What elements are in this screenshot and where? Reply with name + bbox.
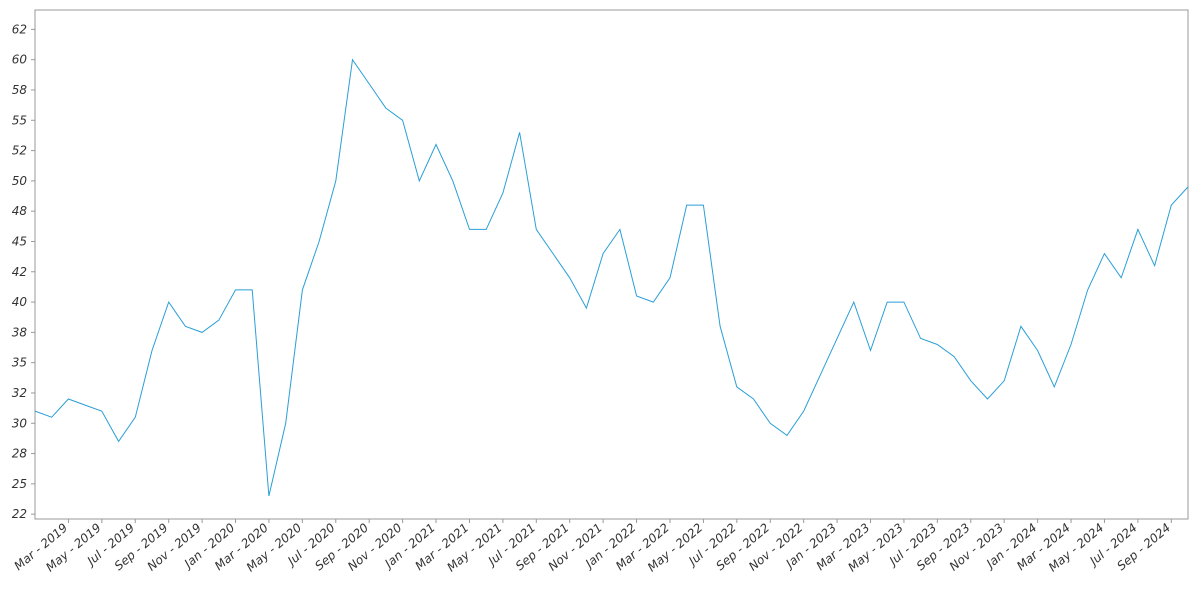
plot-frame bbox=[34, 9, 1189, 520]
y-tick-label: 22 bbox=[12, 507, 27, 521]
y-tick-label: 55 bbox=[12, 113, 27, 127]
series-line bbox=[34, 58, 1189, 497]
y-tick-label: 50 bbox=[12, 174, 28, 188]
y-tick-label: 62 bbox=[12, 22, 27, 36]
y-tick-label: 32 bbox=[12, 386, 27, 400]
y-tick-label: 45 bbox=[12, 234, 27, 248]
y-tick-label: 48 bbox=[12, 204, 28, 218]
y-tick-label: 60 bbox=[12, 53, 28, 67]
y-tick-label: 38 bbox=[12, 325, 28, 339]
y-tick-label: 28 bbox=[12, 447, 28, 461]
y-tick-label: 40 bbox=[12, 295, 28, 309]
y-tick-label: 42 bbox=[12, 265, 27, 279]
y-tick-label: 58 bbox=[12, 83, 28, 97]
y-tick-label: 52 bbox=[12, 144, 27, 158]
y-tick-label: 35 bbox=[12, 356, 27, 370]
y-tick-label: 25 bbox=[12, 477, 27, 491]
y-tick-label: 30 bbox=[12, 416, 28, 430]
